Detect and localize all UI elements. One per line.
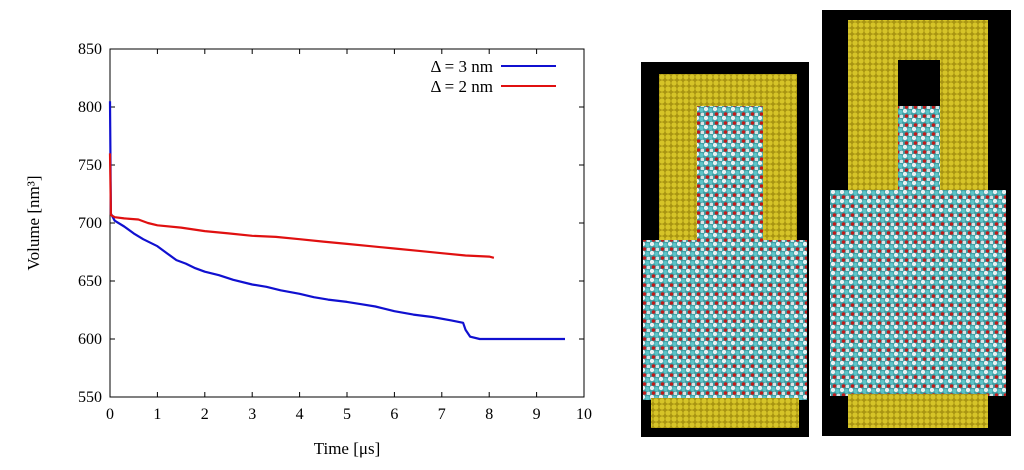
series-lines	[108, 101, 565, 341]
y-tick-label: 850	[78, 41, 102, 58]
y-tick-label: 750	[78, 157, 102, 174]
series-line-delta-2nm	[108, 153, 495, 259]
x-tick-label: 0	[106, 406, 114, 423]
x-tick-label: 9	[533, 406, 541, 423]
axis-ticks	[109, 48, 585, 398]
x-tick-label: 10	[576, 406, 592, 423]
simulation-snapshot-delta-2nm	[822, 10, 1011, 436]
snapshot-image-right	[830, 20, 1006, 428]
snapshot-image-left	[643, 74, 807, 428]
series-line-delta-3nm	[108, 101, 565, 341]
legend-label-delta-2nm: Δ = 2 nm	[430, 77, 493, 96]
x-axis-title: Time [μs]	[314, 439, 381, 458]
legend: Δ = 3 nm Δ = 2 nm	[430, 57, 556, 96]
y-tick-label: 800	[78, 99, 102, 116]
simulation-snapshot-delta-3nm	[641, 62, 809, 437]
x-tick-label: 3	[248, 406, 256, 423]
x-tick-label: 8	[485, 406, 493, 423]
x-tick-label: 4	[296, 406, 304, 423]
x-tick-label: 5	[343, 406, 351, 423]
y-tick-label: 550	[78, 389, 102, 406]
x-tick-label: 6	[390, 406, 398, 423]
x-tick-labels: 0 1 2 3 4 5 6 7 8 9 10	[106, 406, 592, 423]
y-tick-label: 650	[78, 273, 102, 290]
y-tick-label: 700	[78, 215, 102, 232]
y-tick-labels: 550 600 650 700 750 800 850	[78, 41, 102, 406]
y-axis-title: Volume [nm³]	[24, 176, 43, 271]
plot-frame	[109, 48, 585, 398]
legend-label-delta-3nm: Δ = 3 nm	[430, 57, 493, 76]
y-tick-label: 600	[78, 331, 102, 348]
x-tick-label: 7	[438, 406, 446, 423]
volume-time-chart: 0 1 2 3 4 5 6 7 8 9 10 550 600 650 700 750 800 850 Time …	[24, 41, 592, 458]
x-tick-label: 1	[153, 406, 161, 423]
x-tick-label: 2	[201, 406, 209, 423]
